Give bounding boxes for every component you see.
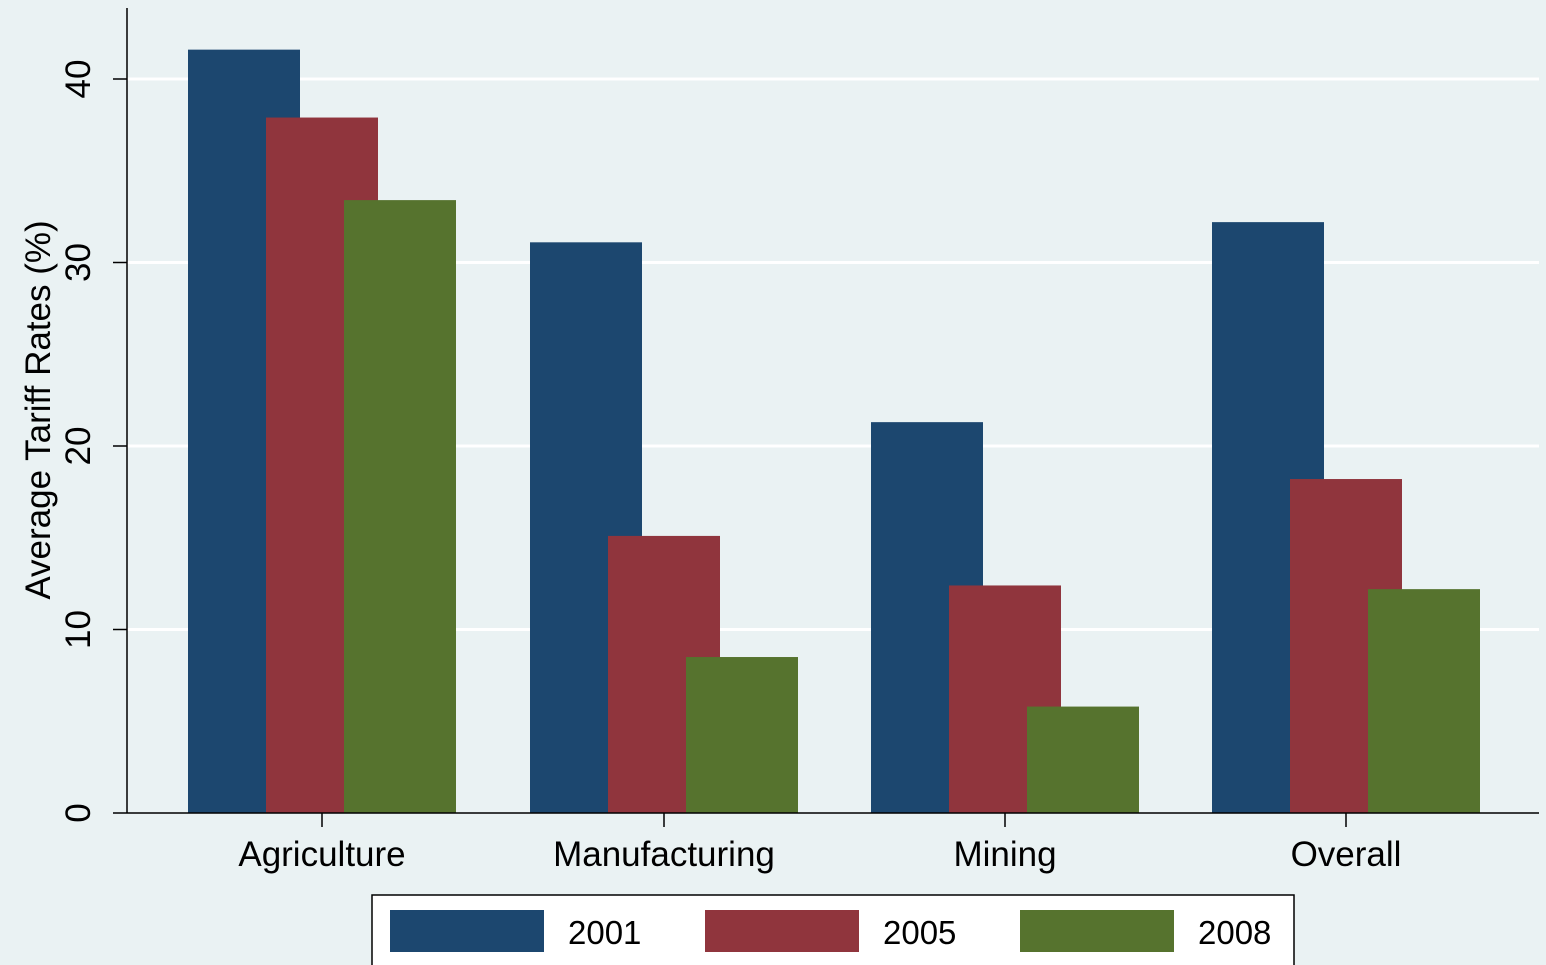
- legend-key-2001: [390, 910, 544, 952]
- y-ticks: 0 10 20 30 40: [59, 60, 127, 823]
- bar-2008-agriculture: [344, 200, 456, 814]
- category-labels: Agriculture Manufacturing Mining Overall: [238, 813, 1401, 874]
- category-label: Agriculture: [238, 835, 405, 874]
- y-tick-label: 10: [59, 610, 98, 649]
- legend-label: 2008: [1198, 914, 1271, 951]
- y-tick-label: 0: [59, 803, 98, 822]
- bars: [188, 49, 1480, 814]
- category-label: Manufacturing: [553, 835, 775, 874]
- category-label: Overall: [1291, 835, 1402, 874]
- legend-key-2008: [1020, 910, 1174, 952]
- legend: 2001 2005 2008: [371, 894, 1295, 965]
- y-tick-label: 30: [59, 243, 98, 282]
- legend-label: 2005: [883, 914, 956, 951]
- y-tick-label: 40: [59, 60, 98, 99]
- y-tick-label: 20: [59, 427, 98, 466]
- category-label: Mining: [953, 835, 1056, 874]
- bar-2008-mining: [1027, 706, 1139, 813]
- y-axis-title: Average Tariff Rates (%): [19, 220, 58, 599]
- bar-2008-overall: [1368, 589, 1480, 813]
- axes: [126, 8, 1539, 814]
- legend-label: 2001: [568, 914, 641, 951]
- bar-2008-manufacturing: [686, 657, 798, 813]
- legend-key-2005: [705, 910, 859, 952]
